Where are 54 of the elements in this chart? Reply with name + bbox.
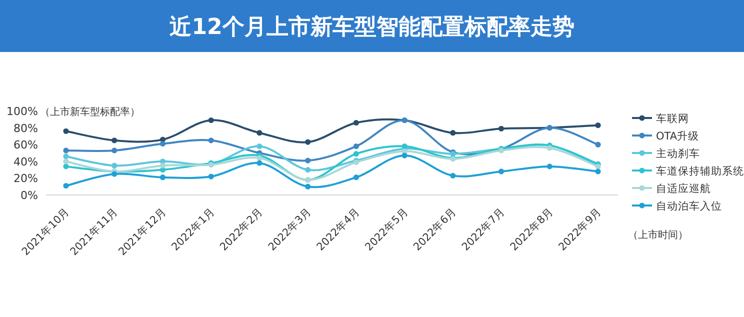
point <box>353 151 359 157</box>
point <box>305 184 311 190</box>
point <box>305 167 311 173</box>
point <box>112 148 118 154</box>
y-tick-label: 60% <box>14 138 38 152</box>
point <box>208 138 214 144</box>
point <box>546 164 552 170</box>
point <box>595 168 601 174</box>
point <box>353 143 359 150</box>
point <box>63 148 69 154</box>
point <box>595 122 601 128</box>
point <box>595 142 601 148</box>
point <box>402 152 408 158</box>
point <box>63 154 69 160</box>
point <box>63 158 69 164</box>
legend-label: 车道保持辅助系统 <box>656 164 744 178</box>
point <box>160 162 166 168</box>
y-axis-title: （上市新车型标配率） <box>40 106 140 118</box>
point <box>353 174 359 180</box>
point <box>546 145 552 151</box>
point <box>112 171 118 177</box>
chart-title: 近12个月上市新车型智能配置标配率走势 <box>168 14 574 40</box>
x-axis-title: （上市时间） <box>628 229 688 241</box>
point <box>208 174 214 180</box>
point <box>63 128 69 134</box>
point <box>402 143 408 150</box>
y-tick-label: 20% <box>14 172 38 186</box>
y-tick-label: 100% <box>6 105 38 118</box>
legend-label: 自适应巡航 <box>656 182 711 195</box>
point <box>498 168 504 174</box>
point <box>353 120 359 126</box>
y-tick-label: 40% <box>14 155 38 168</box>
point <box>450 172 456 178</box>
point <box>256 160 262 166</box>
legend-label: OTA升级 <box>656 130 700 142</box>
legend-label: 主动刹车 <box>656 147 700 160</box>
point <box>160 140 166 147</box>
point <box>208 117 214 124</box>
y-tick-label: 0% <box>20 189 38 202</box>
point <box>256 143 262 150</box>
point <box>256 130 262 136</box>
point <box>498 126 504 132</box>
point <box>450 130 456 136</box>
legend-label: 自动泊车入位 <box>656 200 722 212</box>
point <box>305 139 311 145</box>
point <box>63 164 69 170</box>
point <box>112 162 118 168</box>
point <box>160 174 166 180</box>
point <box>256 155 262 161</box>
point <box>112 138 118 144</box>
point <box>305 158 311 164</box>
legend-label: 车联网 <box>656 112 689 125</box>
y-tick-label: 80% <box>14 122 38 135</box>
point <box>63 182 69 189</box>
